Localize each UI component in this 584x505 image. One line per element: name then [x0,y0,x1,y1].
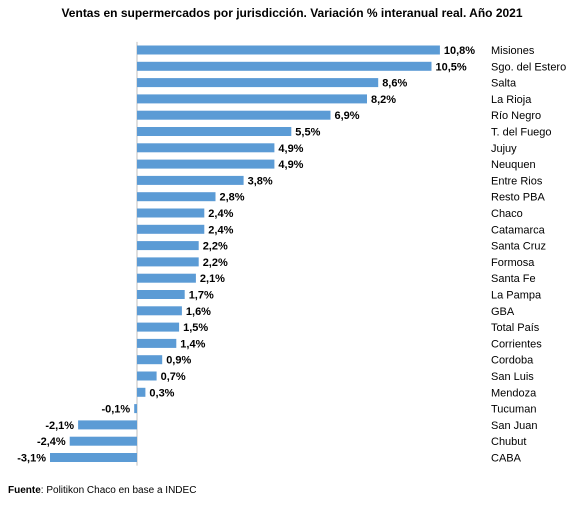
category-label-25: CABA [491,453,522,465]
value-label-24: -2,4% [37,436,66,448]
category-label-20: San Luis [491,371,534,383]
bar-0 [137,45,440,55]
value-label-25: -3,1% [17,453,46,465]
category-label-16: GBA [491,306,515,318]
value-label-5: 5,5% [295,127,320,139]
category-label-13: Formosa [491,257,535,269]
source-label: Fuente [8,485,41,496]
category-label-10: Chaco [491,208,523,220]
value-label-20: 0,7% [161,371,186,383]
category-label-23: San Juan [491,420,537,432]
category-label-18: Corrientes [491,338,542,350]
bar-13 [137,257,199,267]
value-label-2: 8,6% [382,78,407,90]
source-note: Fuente: Politikon Chaco en base a INDEC [8,485,196,496]
category-label-11: Catamarca [491,224,546,236]
value-label-21: 0,3% [149,387,174,399]
bar-12 [137,241,199,251]
bar-19 [137,355,163,365]
value-label-10: 2,4% [208,208,233,220]
category-label-21: Mendoza [491,387,537,399]
category-label-4: Río Negro [491,110,541,122]
value-label-8: 3,8% [248,175,273,187]
source-text: : Politikon Chaco en base a INDEC [40,485,197,496]
category-label-17: Total País [491,322,540,334]
bar-16 [137,306,182,316]
value-label-0: 10,8% [444,45,475,57]
category-label-14: Santa Fe [491,273,536,285]
value-label-22: -0,1% [101,404,130,416]
value-label-9: 2,8% [220,192,245,204]
chart-title: Ventas en supermercados por jurisdicción… [61,6,523,20]
category-label-6: Jujuy [491,143,517,155]
bar-24 [69,436,137,446]
bar-14 [137,273,196,283]
category-label-1: Sgo. del Estero [491,61,566,73]
value-label-19: 0,9% [166,355,191,367]
bar-4 [137,110,331,120]
bar-9 [137,192,216,202]
value-label-13: 2,2% [203,257,228,269]
value-label-4: 6,9% [335,110,360,122]
bar-7 [137,159,275,169]
category-label-7: Neuquen [491,159,536,171]
value-label-3: 8,2% [371,94,396,106]
bar-18 [137,338,177,348]
bar-6 [137,143,275,153]
value-label-16: 1,6% [186,306,211,318]
bar-2 [137,78,379,88]
category-label-9: Resto PBA [491,192,545,204]
value-label-12: 2,2% [203,241,228,253]
category-label-3: La Rioja [491,94,532,106]
bar-10 [137,208,205,218]
bar-1 [137,61,432,71]
bar-22 [134,404,137,414]
bar-11 [137,224,205,234]
category-label-15: La Pampa [491,290,542,302]
value-label-14: 2,1% [200,273,225,285]
bar-17 [137,322,180,332]
value-label-17: 1,5% [183,322,208,334]
value-label-1: 10,5% [436,61,467,73]
category-label-19: Cordoba [491,355,534,367]
bar-25 [50,453,137,462]
bar-15 [137,290,185,299]
bar-3 [137,94,367,104]
value-label-7: 4,9% [278,159,303,171]
value-label-15: 1,7% [189,290,214,302]
bar-20 [137,371,157,381]
category-label-24: Chubut [491,436,526,448]
value-label-18: 1,4% [180,338,205,350]
value-label-11: 2,4% [208,224,233,236]
category-label-8: Entre Rios [491,175,543,187]
bar-21 [137,387,146,397]
category-label-0: Misiones [491,45,535,57]
value-label-6: 4,9% [278,143,303,155]
category-label-22: Tucuman [491,404,536,416]
bar-23 [78,420,137,430]
category-label-12: Santa Cruz [491,241,546,253]
category-label-5: T. del Fuego [491,127,552,139]
category-label-2: Salta [491,78,517,90]
value-label-23: -2,1% [45,420,74,432]
bar-8 [137,175,244,185]
bar-5 [137,127,292,136]
